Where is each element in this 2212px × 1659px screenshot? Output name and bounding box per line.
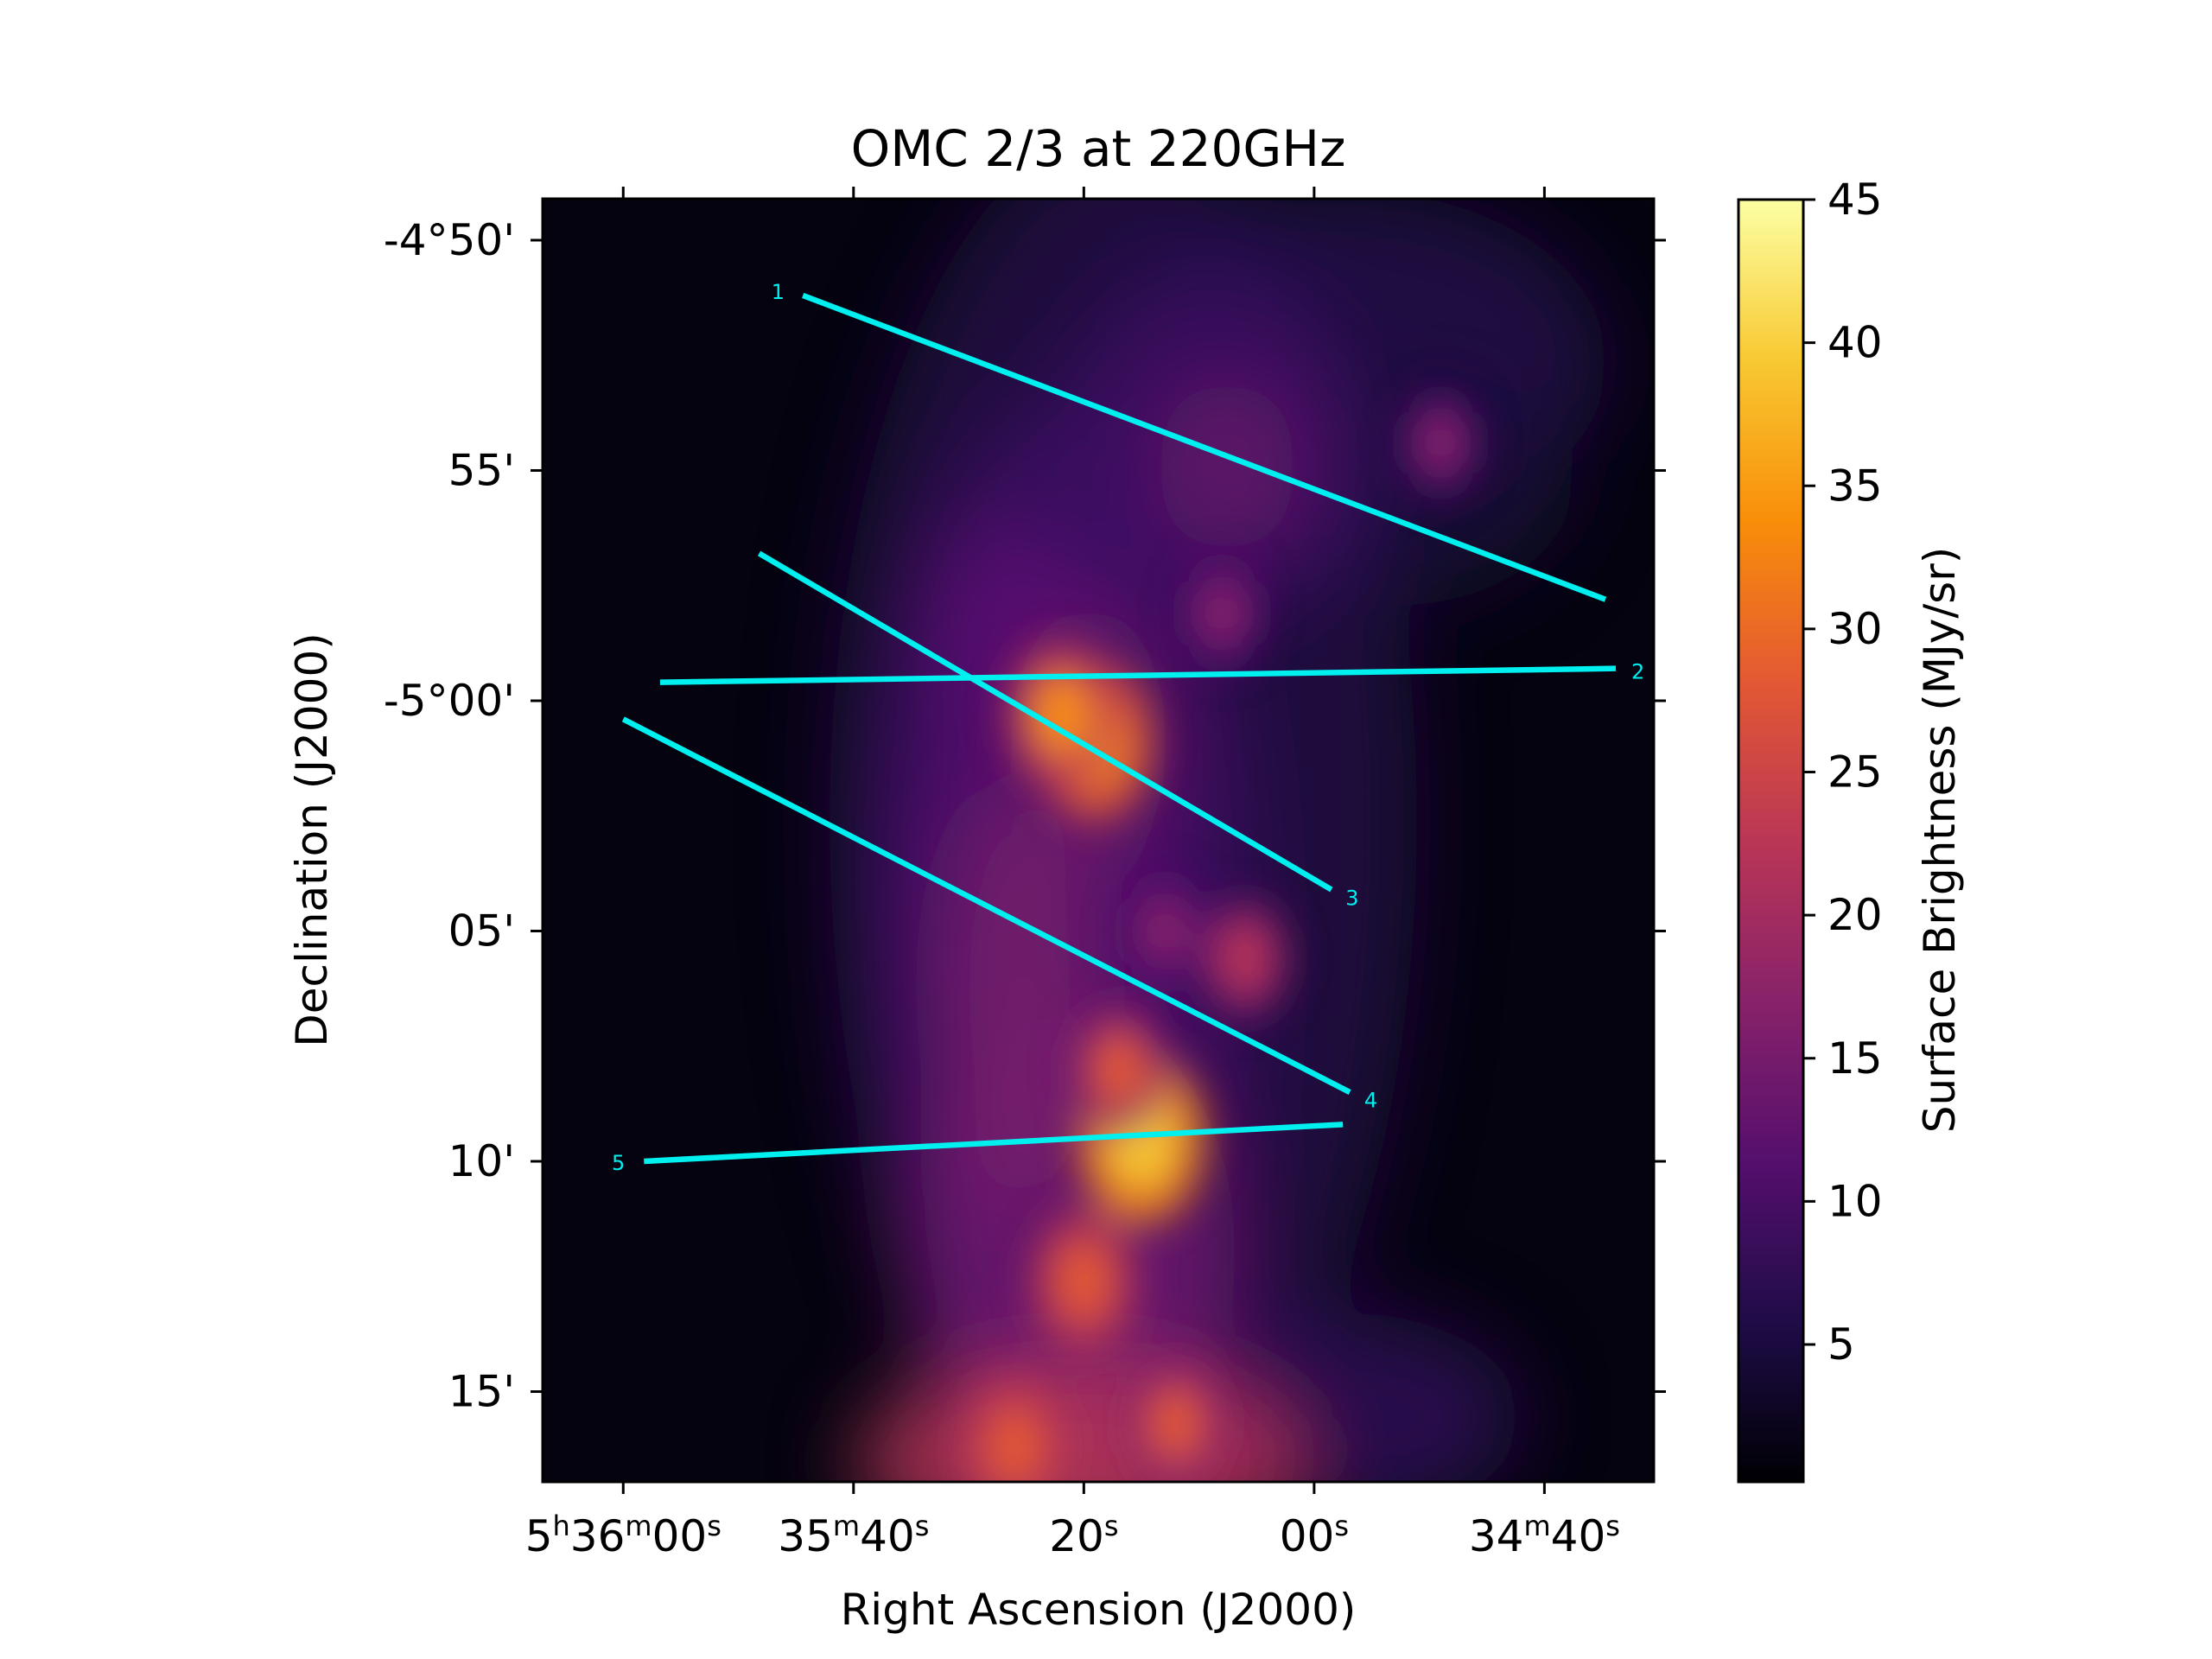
colorbar xyxy=(1737,198,1805,1484)
emission-map xyxy=(543,199,1654,1482)
y-tick-label: -5°00' xyxy=(384,676,515,726)
colorbar-tick-label: 30 xyxy=(1827,604,1883,654)
colorbar-tick-label: 5 xyxy=(1827,1319,1855,1370)
emission-peak xyxy=(1031,672,1090,757)
emission-peak xyxy=(987,1408,1043,1482)
colorbar-tick-label: 20 xyxy=(1827,890,1883,940)
colorbar-tick-label: 25 xyxy=(1827,747,1883,798)
x-tick-label: 5h36m00s xyxy=(525,1510,721,1561)
emission-peak xyxy=(1221,925,1269,993)
cut-label-4: 4 xyxy=(1364,1089,1377,1113)
cut-label-3: 3 xyxy=(1345,887,1358,911)
y-tick-label: -4°50' xyxy=(384,215,515,265)
y-tick-label: 10' xyxy=(448,1136,515,1186)
y-tick-label: 55' xyxy=(448,445,515,495)
x-tick-label: 20s xyxy=(1049,1510,1118,1561)
emission-peak xyxy=(1141,898,1188,964)
emission-peak xyxy=(1149,1386,1203,1462)
cut-label-5: 5 xyxy=(612,1151,625,1175)
map-frame xyxy=(541,197,1656,1484)
colorbar-tick-label: 15 xyxy=(1827,1033,1883,1084)
cut-line-2 xyxy=(659,665,1617,685)
x-axis: 5h36m00s 35m40s 20s 00s 34m40s xyxy=(525,187,1620,1561)
y-tick-label: 05' xyxy=(448,906,515,957)
colorbar-tick-label: 35 xyxy=(1827,461,1883,511)
cut-line-5 xyxy=(644,1122,1344,1165)
colorbar-tick-label: 40 xyxy=(1827,318,1883,368)
emission-peak xyxy=(1091,1031,1146,1108)
y-tick-label: 15' xyxy=(448,1367,515,1417)
chart-title: OMC 2/3 at 220GHz xyxy=(851,119,1346,178)
x-axis-label: Right Ascension (J2000) xyxy=(841,1585,1357,1635)
y-axis: -4°50' 55' -5°00' 05' 10' 15' xyxy=(384,215,1666,1417)
cut-label-1: 1 xyxy=(772,280,785,304)
colorbar-tick-label: 45 xyxy=(1827,175,1883,225)
y-axis-label: Declination (J2000) xyxy=(287,632,337,1047)
x-tick-label: 00s xyxy=(1280,1510,1349,1561)
cut-label-2: 2 xyxy=(1631,660,1644,684)
cut-line-3 xyxy=(757,550,1333,893)
emission-peak xyxy=(1199,581,1245,645)
x-tick-label: 35m40s xyxy=(778,1510,929,1561)
cut-line-1 xyxy=(802,292,1607,602)
emission-peak xyxy=(1419,412,1463,474)
cut-lines: 1 2 3 4 5 xyxy=(612,280,1644,1175)
colorbar-label: Surface Brightness (MJy/sr) xyxy=(1915,547,1965,1134)
x-tick-label: 34m40s xyxy=(1469,1510,1620,1561)
cut-line-4 xyxy=(621,716,1351,1095)
emission-peak xyxy=(1055,1240,1113,1322)
colorbar-axis: 5 10 15 20 25 30 35 40 45 xyxy=(1803,175,1883,1370)
colorbar-tick-label: 10 xyxy=(1827,1176,1883,1226)
